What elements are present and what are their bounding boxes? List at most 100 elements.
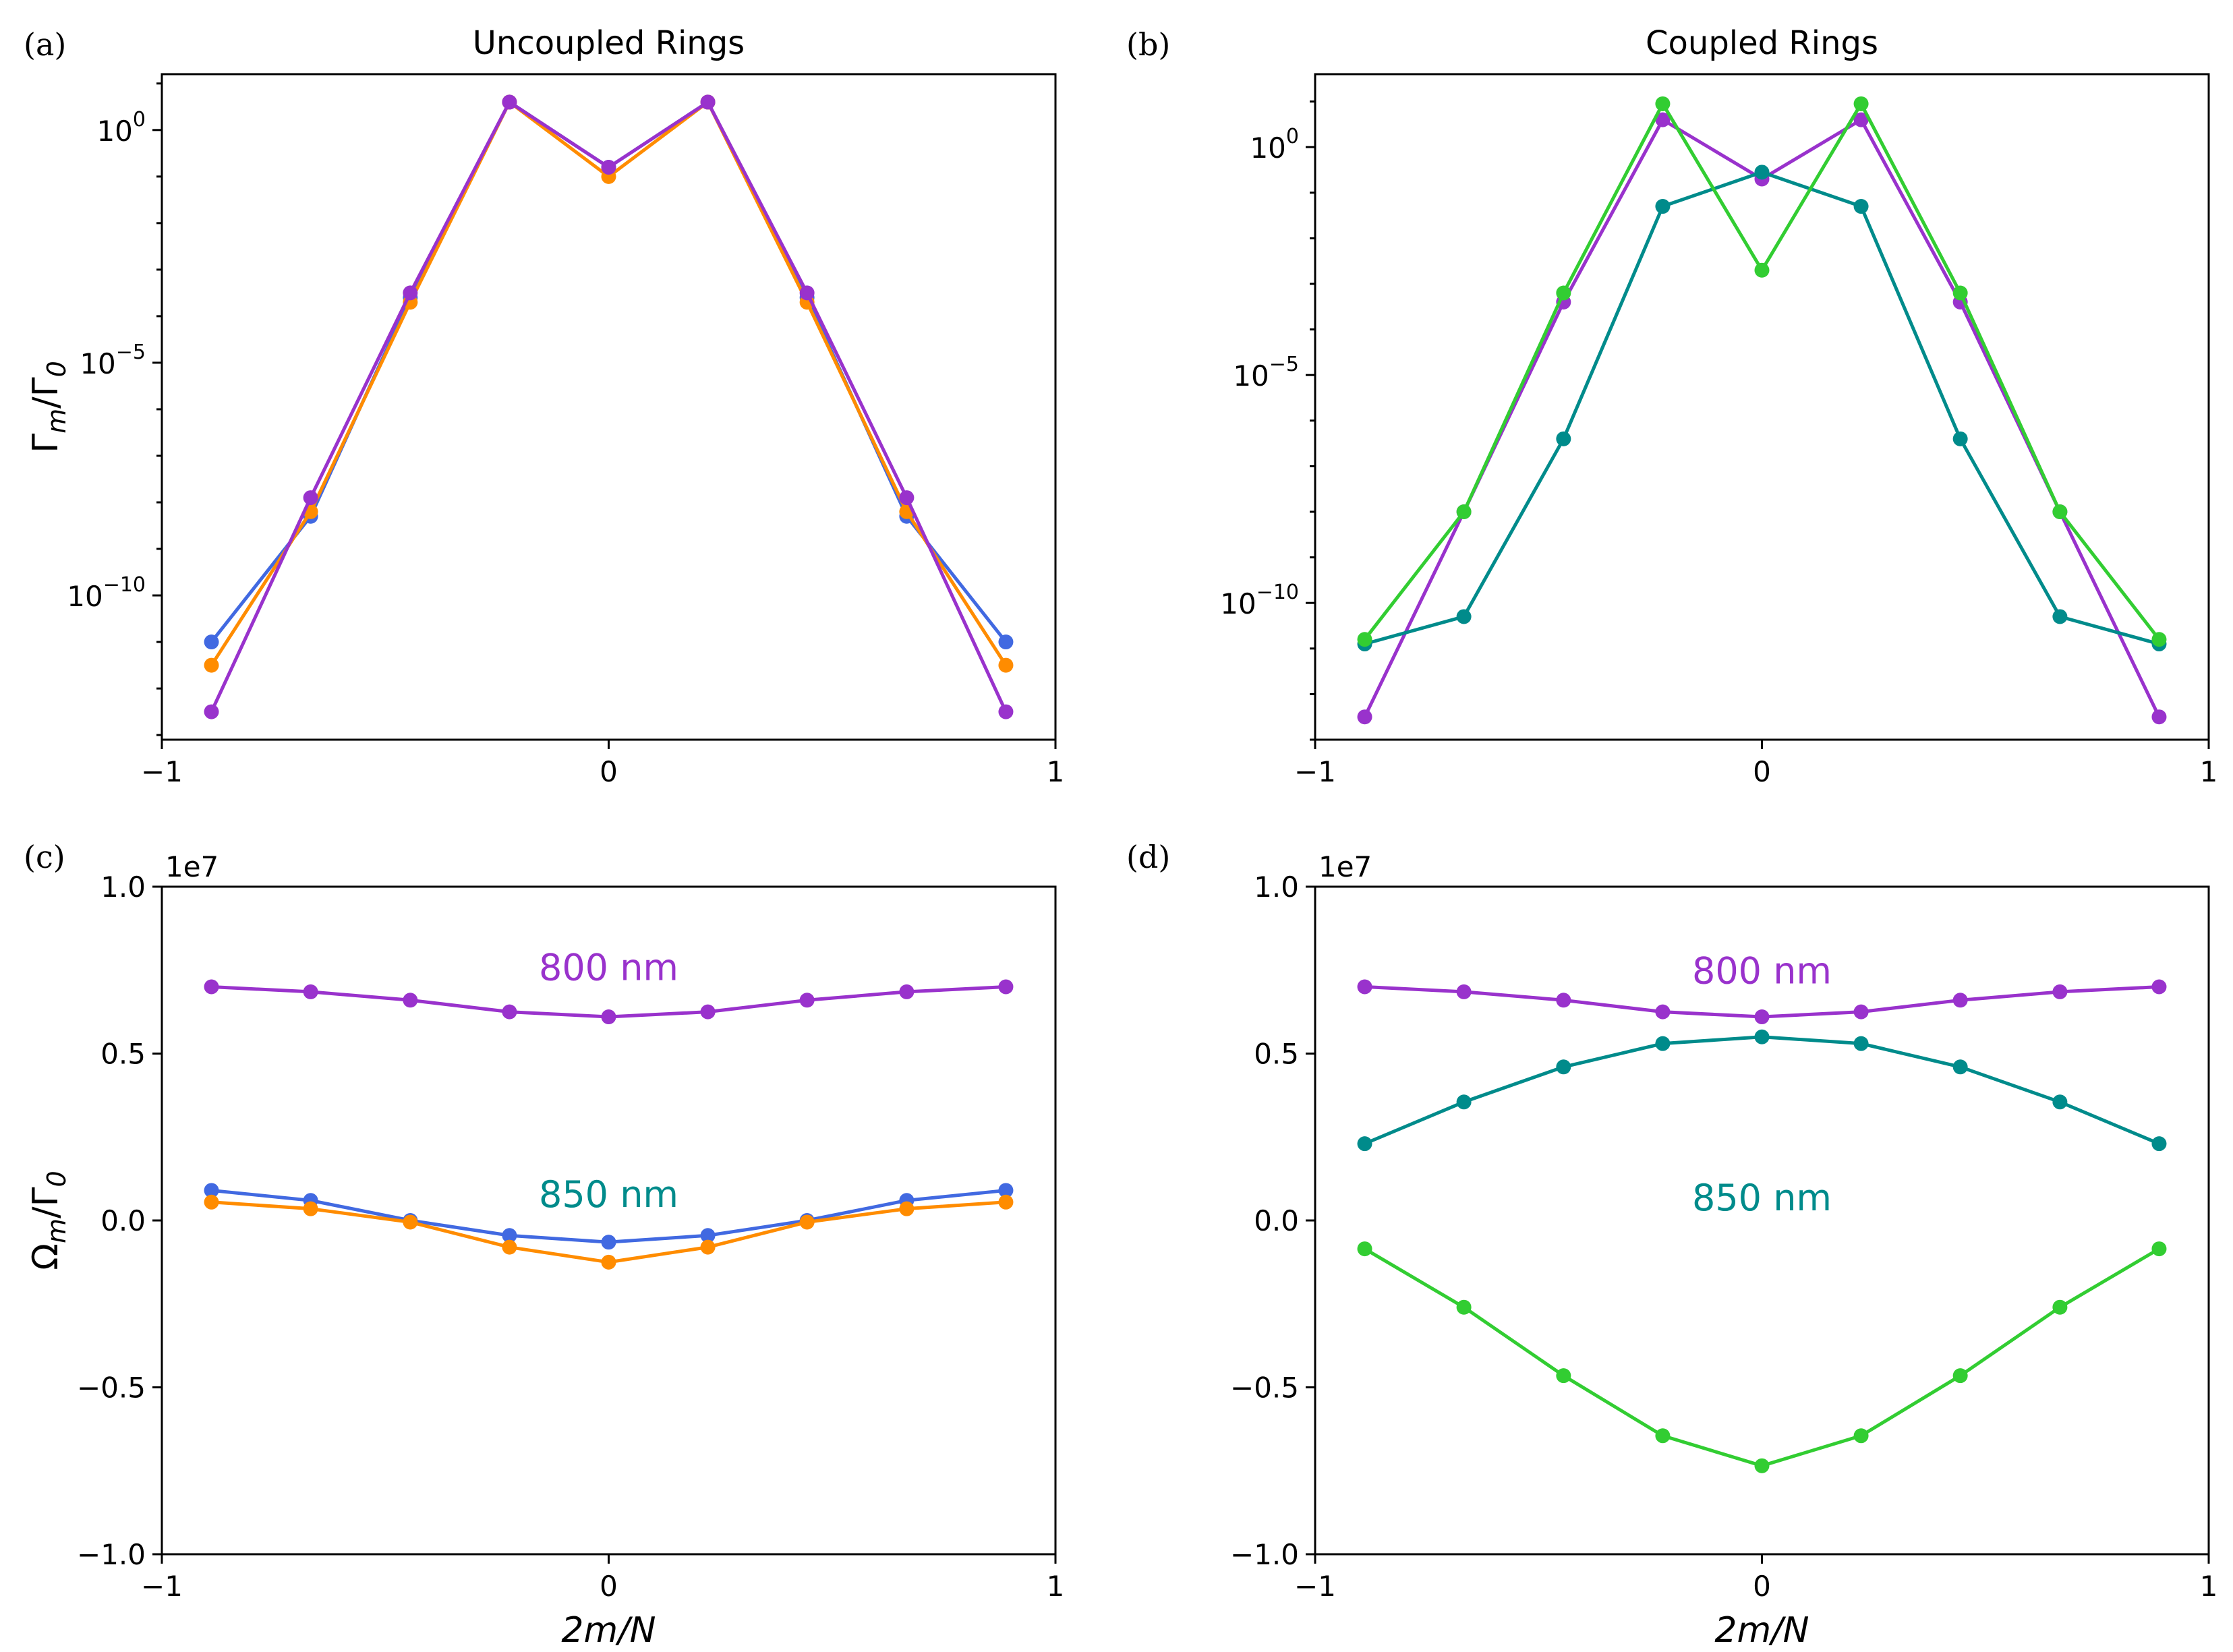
annotation-label: 850 nm	[539, 1173, 678, 1216]
data-point-teal	[1556, 1059, 1571, 1075]
data-point-purple	[1357, 709, 1372, 725]
y-axis-label: Ωm/Γ0	[26, 1171, 71, 1270]
data-point-teal	[2151, 1136, 2167, 1152]
data-point-orange	[700, 1239, 716, 1255]
data-point-teal	[1853, 1036, 1869, 1051]
data-point-purple	[1655, 1004, 1671, 1020]
y-tick-label: 0.0	[1254, 1204, 1299, 1237]
panel-c: (c) −1 0 1 1.0 0.5 0.0 −0.5 −1.0 1e7 Ωm/Γ0 2m/N 800 …	[24, 839, 1064, 1651]
data-point-purple	[204, 979, 219, 995]
y-tick-label: −1.0	[1230, 1538, 1299, 1571]
series-line-teal	[1364, 170, 2160, 646]
y-tick-label: 10−10	[1220, 581, 1299, 620]
data-point-teal	[1357, 1136, 1372, 1152]
data-point-purple	[1556, 993, 1571, 1008]
x-tick-label: −1	[1294, 1570, 1336, 1603]
annotation-label: 800 nm	[539, 947, 678, 989]
data-point-green	[2052, 504, 2068, 519]
data-point-purple	[799, 285, 815, 301]
data-point-purple	[700, 1004, 716, 1020]
data-point-teal	[1556, 431, 1571, 446]
panel-letter: (a)	[24, 26, 66, 63]
series-line-orange	[210, 100, 1008, 666]
x-tick-label: 0	[600, 1570, 618, 1603]
data-point-blue	[601, 1235, 616, 1250]
data-point-teal	[2052, 609, 2068, 624]
data-point-purple	[601, 160, 616, 175]
data-point-purple	[204, 704, 219, 719]
data-point-teal	[1952, 1059, 1968, 1075]
data-point-purple	[899, 984, 915, 999]
x-tick-label: −1	[141, 1570, 183, 1603]
x-tick-label: 0	[1753, 1570, 1771, 1603]
panel-letter: (b)	[1126, 26, 1170, 63]
x-tick-label: 1	[2200, 1570, 2218, 1603]
data-point-blue	[204, 1183, 219, 1198]
data-point-blue	[502, 1228, 517, 1243]
panel-letter: (c)	[24, 839, 65, 875]
x-tick-label: 1	[1047, 755, 1065, 788]
data-point-green	[1853, 1428, 1869, 1444]
data-point-blue	[204, 635, 219, 650]
data-point-green	[2151, 1241, 2167, 1257]
data-point-green	[1456, 504, 1472, 519]
data-point-purple	[700, 94, 716, 110]
y-offset-text: 1e7	[1318, 850, 1372, 883]
data-point-purple	[799, 993, 815, 1008]
y-tick-label: −0.5	[1230, 1371, 1299, 1405]
x-tick-label: −1	[1294, 755, 1336, 788]
data-point-purple	[998, 704, 1014, 719]
series-line-green	[1364, 1247, 2160, 1468]
data-point-green	[1556, 1368, 1571, 1384]
x-tick-label: 1	[1047, 1570, 1065, 1603]
data-point-green	[1952, 1368, 1968, 1384]
y-tick-label: 0.5	[100, 1038, 146, 1071]
annotation-label: 850 nm	[1692, 1177, 1832, 1219]
x-tick-label: 1	[2200, 755, 2218, 788]
data-point-green	[1754, 1458, 1770, 1473]
x-axis-label: 2m/N	[561, 1610, 656, 1651]
y-tick-label: 1.0	[1254, 871, 1299, 904]
y-tick-label: 10−10	[67, 573, 146, 613]
data-point-purple	[1754, 1009, 1770, 1025]
data-point-green	[1655, 96, 1671, 111]
panel-a: (a) Uncoupled Rings −1 0 1 100 10−5 10−10 Γm/Γ0	[24, 24, 1064, 788]
x-axis-label: 2m/N	[1714, 1610, 1809, 1651]
data-point-purple	[403, 993, 418, 1008]
data-point-teal	[1754, 165, 1770, 180]
panel-letter: (d)	[1126, 839, 1170, 875]
x-tick-label: −1	[141, 755, 183, 788]
data-point-green	[1853, 96, 1869, 111]
data-point-purple	[303, 490, 318, 506]
data-point-purple	[2151, 979, 2167, 995]
data-point-green	[1754, 262, 1770, 278]
data-point-purple	[2151, 709, 2167, 725]
data-point-purple	[899, 490, 915, 506]
annotation-label: 800 nm	[1692, 950, 1832, 993]
data-point-blue	[998, 1183, 1014, 1198]
y-tick-label: −1.0	[77, 1538, 146, 1571]
x-tick-label: 0	[600, 755, 618, 788]
panel-b: (b) Coupled Rings −1 0 1 100 10−5 10−10	[1126, 24, 2217, 788]
y-tick-label: 100	[96, 108, 146, 148]
y-offset-text: 1e7	[165, 850, 219, 883]
data-point-purple	[303, 984, 318, 999]
series-line-purple	[1363, 118, 2161, 718]
chart-title: Uncoupled Rings	[473, 24, 745, 62]
data-point-purple	[601, 1009, 616, 1025]
series-line-teal	[1364, 1035, 2160, 1146]
data-point-teal	[1754, 1029, 1770, 1044]
panel-d: (d) −1 0 1 1.0 0.5 0.0 −0.5 −1.0 1e7 2m/N 800 nm 850…	[1126, 839, 2217, 1651]
data-point-orange	[998, 1194, 1014, 1210]
data-point-orange	[899, 1201, 915, 1216]
y-tick-label: 0.5	[1254, 1038, 1299, 1071]
data-point-green	[2052, 1299, 2068, 1315]
y-axis-label: Γm/Γ0	[26, 361, 71, 453]
data-point-green	[1952, 285, 1968, 301]
data-point-teal	[1456, 1094, 1472, 1110]
data-point-purple	[502, 1004, 517, 1020]
y-tick-label: 10−5	[80, 341, 146, 380]
data-point-orange	[204, 1194, 219, 1210]
data-point-green	[1655, 1428, 1671, 1444]
